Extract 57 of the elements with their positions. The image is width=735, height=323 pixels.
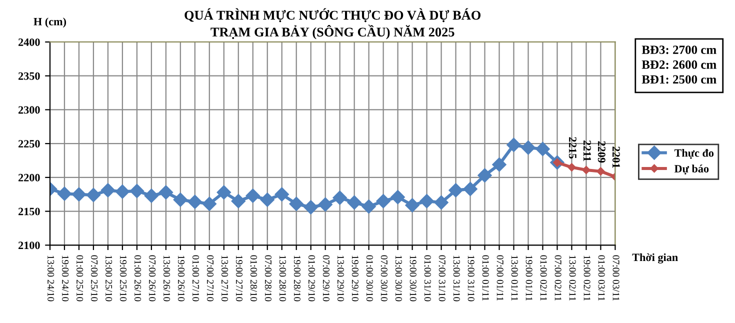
x-tick-label: 01:00 30/10 (366, 255, 373, 302)
y-tick-label: 2350 (18, 72, 40, 80)
x-tick-label: 19:00 24/10 (62, 256, 69, 302)
x-tick-label: 01:00 31/10 (424, 255, 431, 302)
x-tick-label: 13:00 30/10 (395, 256, 402, 302)
x-tick-label: 19:00 27/10 (236, 256, 243, 302)
legend-label: Thực đo (674, 148, 714, 159)
x-tick-label: 07:00 27/10 (206, 255, 214, 302)
x-tick-label: 13:00 26/10 (163, 256, 170, 302)
x-tick-label: 07:00 01/11 (496, 255, 504, 301)
x-tick-label: 01:00 26/10 (134, 255, 142, 302)
x-tick-label: 01:00 27/10 (192, 255, 200, 302)
x-tick-label: 01:00 03/11 (598, 255, 605, 301)
x-tick-label: 19:00 26/10 (178, 256, 185, 302)
x-tick-label: 13:00 24/10 (48, 256, 54, 302)
x-tick-label: 13:00 02/11 (569, 256, 576, 301)
x-tick-label: 19:00 30/10 (410, 256, 416, 302)
legend-label: Dự báo (674, 164, 709, 175)
y-tick-label: 2250 (18, 140, 40, 148)
data-label: 2209 (598, 141, 606, 163)
x-tick-label: 13:00 28/10 (279, 256, 286, 302)
x-tick-label: 19:00 25/10 (120, 256, 127, 302)
x-tick-label: 13:00 29/10 (337, 256, 344, 302)
x-tick-label: 01:00 29/10 (308, 255, 315, 302)
x-tick-label: 01:00 28/10 (250, 255, 258, 302)
x-tick-label: 01:00 25/10 (76, 255, 84, 302)
x-tick-label: 19:00 28/10 (294, 256, 300, 302)
y-tick-label: 2400 (18, 38, 40, 46)
y-tick-label: 2150 (18, 208, 40, 216)
x-tick-label: 07:00 26/10 (148, 255, 156, 302)
x-tick-label: 13:00 31/10 (453, 256, 460, 302)
data-label: 2211 (584, 140, 591, 162)
x-tick-label: 07:00 03/11 (612, 255, 620, 301)
x-axis-title: Thời gian (632, 253, 678, 264)
y-tick-label: 2200 (18, 174, 40, 182)
x-tick-label: 07:00 31/10 (438, 255, 446, 302)
x-tick-label: 13:00 27/10 (221, 256, 228, 302)
y-tick-label: 2300 (18, 106, 40, 114)
x-tick-label: 19:00 31/10 (468, 256, 474, 302)
y-axis-title: H (cm) (34, 18, 66, 28)
x-tick-label: 07:00 30/10 (380, 255, 388, 302)
x-tick-label: 07:00 25/10 (90, 255, 98, 302)
data-label: 2201 (612, 146, 620, 168)
x-tick-label: 01:00 02/11 (540, 255, 547, 301)
y-tick-label: 2100 (18, 242, 40, 250)
text: BĐ3: 2700 cm BĐ2: 2600 cm BĐ1: 2500 cm (642, 46, 716, 84)
x-tick-label: 13:00 01/11 (511, 256, 518, 301)
chart-title: QUÁ TRÌNH MỰC NƯỚC THỰC ĐO VÀ DỰ BÁO TRẠM GIA BẢY (SÔNG CẦU) NĂM 2025 (184, 8, 481, 40)
x-tick-label: 07:00 02/11 (554, 255, 562, 301)
x-tick-label: 19:00 02/11 (584, 256, 590, 301)
x-tick-label: 07:00 28/10 (264, 255, 272, 302)
x-tick-label: 19:00 01/11 (526, 256, 532, 301)
x-tick-label: 01:00 01/11 (482, 255, 489, 301)
data-label: 2215 (568, 137, 576, 159)
x-tick-label: 19:00 29/10 (352, 256, 358, 302)
x-tick-label: 13:00 25/10 (105, 256, 112, 302)
x-tick-label: 07:00 29/10 (322, 255, 330, 302)
